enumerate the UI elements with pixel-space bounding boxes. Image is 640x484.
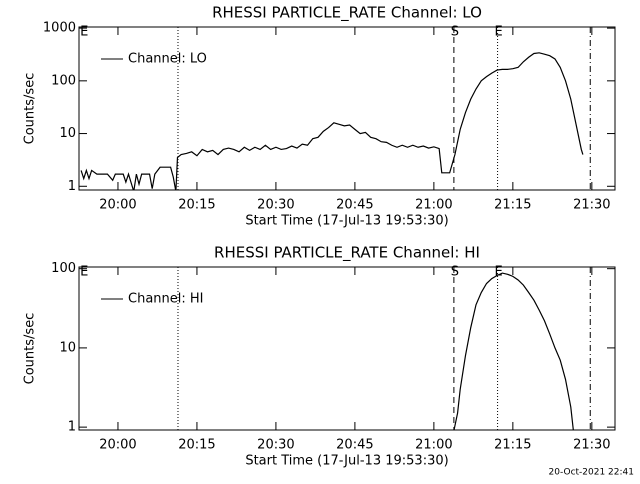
y-tick-label: 1000 — [43, 21, 76, 36]
plot-frame — [78, 26, 616, 191]
x-tick-label: 21:15 — [494, 198, 531, 213]
chart-title: RHESSI PARTICLE_RATE Channel: LO — [212, 4, 482, 23]
y-tick-label: 10 — [59, 126, 76, 141]
x-tick-label: 20:30 — [257, 198, 294, 213]
x-tick-label: 20:45 — [336, 198, 373, 213]
x-tick-label: 21:15 — [494, 438, 531, 453]
x-tick-label: 20:00 — [99, 198, 136, 213]
x-tick-label: 20:45 — [336, 438, 373, 453]
legend-label: Channel: LO — [128, 52, 207, 67]
x-axis-label: Start Time (17-Jul-13 19:53:30) — [245, 214, 448, 229]
event-label: S — [451, 25, 459, 40]
x-tick-label: 21:30 — [573, 438, 610, 453]
data-line — [453, 272, 574, 430]
x-tick-label: 20:15 — [178, 198, 215, 213]
event-label: E — [80, 265, 88, 280]
event-label: E — [494, 25, 502, 40]
plot-frame — [78, 266, 616, 431]
x-tick-label: 21:30 — [573, 198, 610, 213]
x-tick-label: 20:15 — [178, 438, 215, 453]
data-line — [80, 52, 584, 190]
x-tick-label: 21:00 — [415, 198, 452, 213]
event-label: E — [494, 265, 502, 280]
y-tick-label: 1 — [68, 420, 76, 435]
event-label: S — [451, 265, 459, 280]
x-tick-label: 21:00 — [415, 438, 452, 453]
y-tick-label: 100 — [51, 73, 76, 88]
legend-label: Channel: HI — [128, 292, 204, 307]
x-tick-label: 20:00 — [99, 438, 136, 453]
event-label: E — [80, 25, 88, 40]
x-axis-label: Start Time (17-Jul-13 19:53:30) — [245, 454, 448, 469]
y-axis-label: Counts/sec — [23, 73, 38, 145]
footer-date: 20-Oct-2021 22:41 — [549, 468, 634, 478]
chart-title: RHESSI PARTICLE_RATE Channel: HI — [214, 244, 480, 263]
y-tick-label: 100 — [51, 261, 76, 276]
x-tick-label: 20:30 — [257, 438, 294, 453]
y-tick-label: 10 — [59, 340, 76, 355]
y-tick-label: 1 — [68, 179, 76, 194]
y-axis-label: Counts/sec — [23, 313, 38, 385]
